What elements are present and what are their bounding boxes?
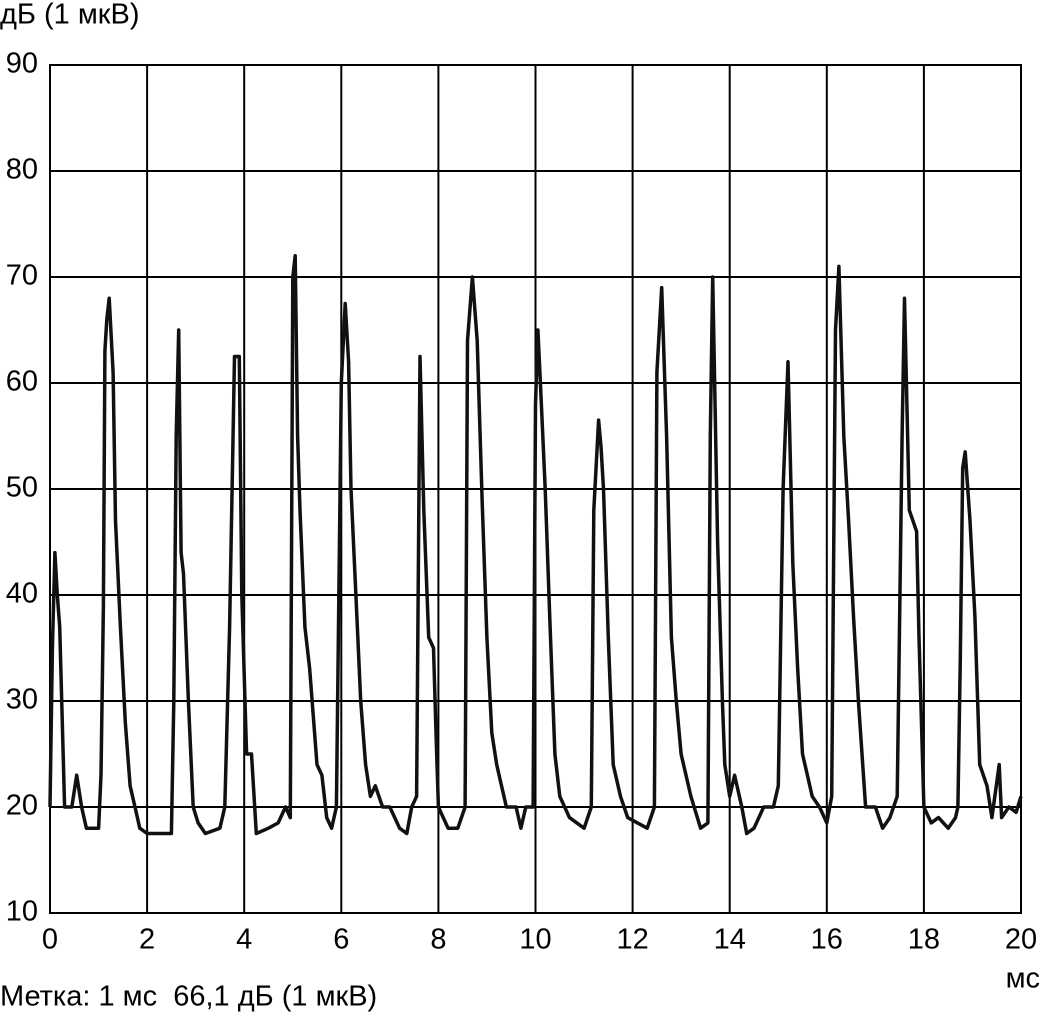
- x-tick-label: 8: [430, 924, 446, 956]
- x-tick-label: 6: [333, 924, 349, 956]
- x-tick-label: 10: [519, 924, 551, 956]
- y-tick-label: 40: [6, 578, 38, 610]
- x-tick-label: 14: [714, 924, 746, 956]
- y-tick-label: 70: [6, 260, 38, 292]
- x-tick-label: 12: [616, 924, 648, 956]
- y-axis-label: дБ (1 мкВ): [0, 0, 139, 31]
- x-tick-label: 2: [139, 924, 155, 956]
- y-tick-label: 30: [6, 684, 38, 716]
- x-tick-label: 16: [811, 924, 843, 956]
- x-tick-label: 4: [236, 924, 252, 956]
- y-tick-label: 60: [6, 366, 38, 398]
- x-axis-label: мс: [1006, 963, 1040, 995]
- x-tick-label: 18: [908, 924, 940, 956]
- x-tick-label: 20: [1005, 924, 1037, 956]
- x-tick-label: 0: [42, 924, 58, 956]
- annotation: Метка: 1 мс 66,1 дБ (1 мкВ): [0, 981, 377, 1013]
- y-tick-label: 20: [6, 790, 38, 822]
- y-tick-label: 10: [6, 896, 38, 928]
- y-tick-label: 90: [6, 48, 38, 80]
- line-series: [48, 254, 1023, 836]
- y-tick-label: 80: [6, 154, 38, 186]
- plot-frame: [49, 64, 1022, 914]
- y-tick-label: 50: [6, 472, 38, 504]
